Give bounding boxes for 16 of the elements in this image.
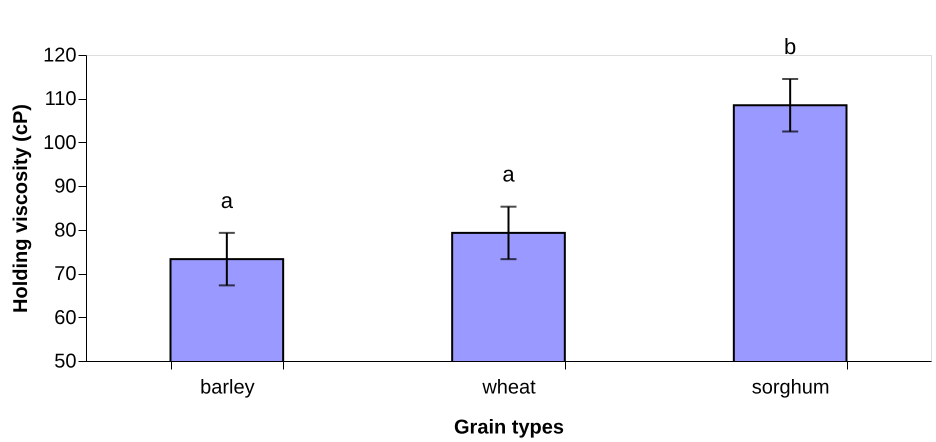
x-tick-label: barley bbox=[200, 376, 255, 398]
y-tick-label: 70 bbox=[54, 263, 76, 286]
x-axis-title: Grain types bbox=[454, 416, 564, 438]
y-tick-label: 110 bbox=[44, 88, 76, 110]
annotation: a bbox=[220, 188, 234, 213]
y-tick-label: 80 bbox=[54, 219, 76, 242]
y-tick-label: 60 bbox=[54, 306, 76, 329]
y-tick-label: 90 bbox=[54, 176, 76, 198]
y-tick-label: 120 bbox=[43, 44, 76, 66]
annotation: a bbox=[502, 162, 516, 187]
y-tick-label: 50 bbox=[54, 350, 76, 372]
x-tick-label: wheat bbox=[481, 376, 536, 398]
annotation: b bbox=[784, 34, 796, 60]
y-axis-title: Holding viscosity (cP) bbox=[10, 104, 32, 313]
x-tick-label: sorghum bbox=[752, 376, 830, 398]
y-tick-label: 100 bbox=[43, 132, 76, 154]
